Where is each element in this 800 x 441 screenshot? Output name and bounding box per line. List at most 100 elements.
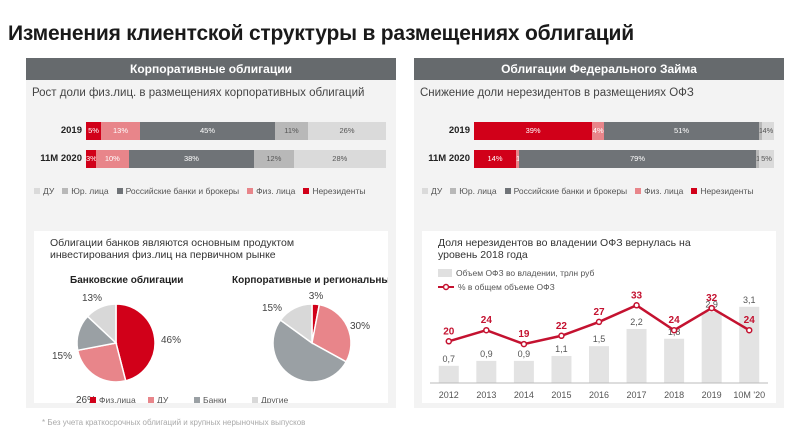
legend-label: % в общем объеме ОФЗ	[458, 282, 555, 292]
stacked-bar: 5% 13% 45% 11% 26%	[86, 122, 386, 140]
line-point-label: 32	[706, 293, 718, 304]
volume-bar-label: 3,1	[743, 295, 756, 305]
bar-category-label: 11М 2020	[40, 153, 82, 164]
legend-label: Юр. лица	[459, 186, 497, 196]
line-point	[708, 304, 715, 312]
pie-title: Корпоративные и региональные	[232, 275, 388, 286]
legend-swatch	[252, 397, 258, 403]
volume-bar	[551, 355, 572, 383]
panel-subtitle: Рост доли физ.лиц. в размещениях корпора…	[32, 87, 365, 99]
legend-swatch	[450, 188, 457, 194]
legend-label: ДУ	[157, 395, 169, 403]
volume-bar	[664, 338, 685, 383]
panel-subtitle: Снижение доли нерезидентов в размещениях…	[420, 87, 694, 99]
line-point	[483, 326, 490, 334]
nonresident-share-card: Доля нерезидентов во владении ОФЗ вернул…	[422, 231, 776, 403]
line-point-label: 24	[481, 315, 493, 326]
volume-bar-label: 1,1	[555, 344, 568, 354]
pie-title: Банковские облигации	[70, 274, 183, 286]
legend-label: Российские банки и брокеры	[125, 186, 240, 196]
x-tick-label: 2014	[514, 390, 534, 400]
line-point-label: 19	[518, 329, 530, 340]
bar-segment: 79%	[519, 150, 756, 168]
stacked-bar: 3% 10% 38% 12% 28%	[86, 150, 386, 168]
legend-label: Российские банки и брокеры	[513, 186, 628, 196]
legend-marker	[442, 283, 450, 291]
legend-item: Нерезиденты	[303, 186, 365, 196]
line-point-label: 24	[669, 315, 681, 326]
ofz-panel: Облигации Федерального Займа Снижение до…	[414, 58, 784, 408]
legend-label: Объем ОФЗ во владении, трлн руб	[456, 268, 594, 278]
legend-label: Другие	[261, 395, 288, 403]
legend-label: Физ. лица	[256, 186, 296, 196]
volume-bar	[438, 365, 459, 383]
legend-label: Физ.лица	[99, 395, 136, 403]
line-point-label: 22	[556, 321, 568, 332]
bar-segment: 39%	[474, 122, 593, 140]
legend-label: Банки	[203, 395, 227, 403]
legend-label: ДУ	[43, 186, 55, 196]
volume-bar-label: 0,7	[443, 354, 456, 364]
legend-item: Физ. лица	[247, 186, 295, 196]
legend-swatch	[635, 188, 642, 194]
pie-slice-label: 46%	[161, 335, 181, 346]
bar-category-label: 11М 2020	[428, 153, 470, 164]
bar-segment: 12%	[254, 150, 294, 168]
line-point	[670, 326, 678, 334]
bar-segment: 45%	[140, 122, 275, 140]
page-title: Изменения клиентской структуры в размеще…	[8, 22, 634, 45]
line-point	[745, 326, 753, 334]
corporate-bonds-panel: Корпоративные облигации Рост доли физ.ли…	[26, 58, 396, 408]
line-point-label: 24	[744, 315, 756, 326]
bars-legend: ДУ Юр. лица Российские банки и брокеры Физ.…	[422, 186, 753, 196]
legend-label: Юр. лица	[71, 186, 109, 196]
bar-row: 11М 2020 3% 10% 38% 12% 28%	[26, 150, 396, 168]
legend-label: ДУ	[431, 186, 443, 196]
pie-slice	[86, 303, 117, 345]
card-title: Облигации банков являются основным проду…	[50, 237, 295, 261]
bar-segment: 38%	[128, 150, 255, 168]
line-point-label: 20	[443, 326, 455, 337]
volume-bar	[626, 328, 647, 383]
bar-segment: 28%	[293, 150, 386, 168]
ofz-combo-chart: Объем ОФЗ во владении, трлн руб % в общем…	[430, 268, 768, 400]
legend-swatch	[116, 188, 123, 194]
x-tick-label: 2016	[589, 390, 609, 400]
legend-label: Физ. лица	[644, 186, 684, 196]
line-point	[520, 340, 528, 348]
panel-header: Облигации Федерального Займа	[414, 58, 784, 80]
stacked-bar: 14%1%79%1%5%	[474, 150, 774, 168]
x-tick-label: 2012	[439, 390, 459, 400]
bar-category-label: 2019	[448, 125, 470, 136]
panel-header: Корпоративные облигации	[26, 58, 396, 80]
legend-swatch	[422, 188, 428, 194]
volume-bar-label: 1,5	[593, 334, 606, 344]
bar-segment: 3%	[86, 150, 97, 168]
pie-slice	[115, 303, 156, 382]
legend-swatch	[194, 397, 200, 403]
legend-swatch	[148, 397, 154, 403]
bar-segment: 10%	[95, 150, 129, 168]
legend-swatch	[438, 269, 452, 277]
legend-swatch	[691, 188, 698, 194]
bar-segment: 13%	[101, 122, 140, 140]
bar-category-label: 2019	[60, 125, 82, 136]
volume-bar	[701, 311, 722, 383]
bars-legend: ДУ Юр. лица Российские банки и брокеры Физ.…	[34, 186, 365, 196]
volume-bar-label: 0,9	[518, 349, 531, 359]
x-tick-label: 2015	[551, 390, 571, 400]
legend-item: Юр. лица	[62, 186, 109, 196]
volume-bar-label: 0,9	[480, 349, 493, 359]
line-point	[595, 318, 603, 326]
line-point-label: 33	[631, 290, 643, 301]
pie-slice-label: 30%	[350, 321, 370, 332]
line-point	[558, 332, 565, 340]
legend-swatch	[34, 188, 40, 194]
bar-segment: 4%	[592, 122, 605, 140]
legend-item: Юр. лица	[450, 186, 497, 196]
stacked-bar: 39%4%51%1%4%	[474, 122, 774, 140]
line-point	[633, 302, 640, 309]
legend-swatch	[303, 188, 310, 194]
bar-segment: 14%	[474, 150, 516, 168]
pie-slice	[76, 342, 127, 383]
